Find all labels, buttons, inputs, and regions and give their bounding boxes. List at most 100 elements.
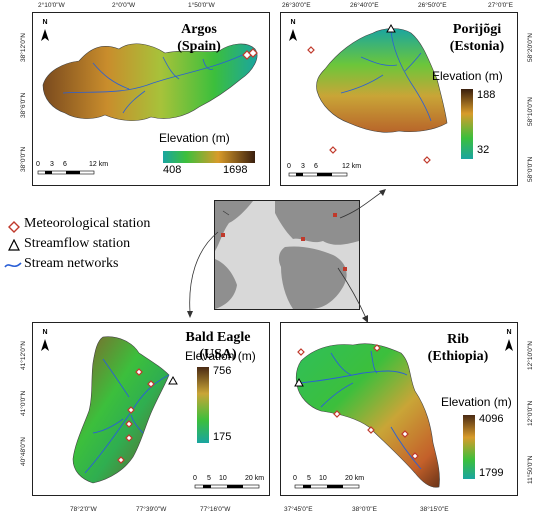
porijogi-top-tick-2: 26°40'0"E — [350, 2, 379, 9]
legend-met-station-icon — [8, 221, 20, 233]
porijogi-elevation-max: 188 — [477, 89, 496, 101]
porijogi-scale-bar — [288, 172, 348, 177]
met-station-marker — [423, 156, 431, 164]
argos-map-panel: N Argos (Spain) Elevation (m) 408 1698 0… — [32, 12, 270, 186]
rib-title-line1: Rib — [447, 332, 469, 347]
legend-streamflow-station-icon — [8, 239, 20, 251]
rib-elevation-bar — [463, 415, 475, 479]
argos-scale-3: 3 — [50, 161, 54, 168]
north-arrow-icon — [289, 29, 297, 41]
bald-eagle-scale-5: 5 — [207, 475, 211, 482]
bald-eagle-bottom-tick-3: 77°16'0"W — [200, 506, 231, 513]
argos-left-tick-3: 38°0'0"N — [20, 146, 27, 172]
porijogi-streams — [340, 30, 432, 122]
argos-elevation-max: 1698 — [223, 164, 248, 176]
met-station-marker — [117, 456, 125, 464]
bald-eagle-map-panel: N Bald Eagle (USA) Elevation (m) 756 175… — [32, 322, 270, 496]
met-station-marker — [307, 46, 315, 54]
bald-eagle-bottom-tick-2: 77°39'0"W — [136, 506, 167, 513]
world-locator-map — [214, 200, 360, 310]
rib-scale-20: 20 km — [345, 475, 365, 482]
met-station-marker — [125, 420, 133, 428]
rib-right-tick-3: 11°50'0"N — [527, 455, 534, 484]
legend-met-station-label: Meteorological station — [24, 216, 151, 231]
porijogi-map — [288, 23, 473, 177]
porijogi-scale-0: 0 — [287, 163, 291, 170]
rib-basin — [295, 343, 440, 488]
locator-land — [215, 259, 237, 309]
locator-land — [275, 201, 359, 245]
porijogi-top-tick-3: 26°50'0"E — [418, 2, 447, 9]
porijogi-elevation-title: Elevation (m) — [432, 69, 503, 83]
north-arrow-icon — [41, 29, 49, 41]
argos-streams — [62, 52, 248, 114]
argos-top-tick-1: 2°10'0"W — [38, 2, 65, 9]
met-station-marker — [127, 406, 135, 414]
rib-elevation-min: 1799 — [479, 467, 504, 479]
met-station-marker — [373, 344, 381, 352]
argos-basin — [42, 43, 258, 121]
bald-eagle-scale-10: 10 — [219, 475, 227, 482]
argos-left-tick-1: 38°12'0"N — [20, 33, 27, 62]
argos-elevation-bar — [163, 151, 255, 163]
argos-scale-bar — [37, 170, 95, 175]
met-station-marker — [248, 48, 258, 58]
rib-scale-bar — [294, 484, 360, 489]
rib-right-tick-2: 12°0'0"N — [527, 400, 534, 426]
argos-elevation-min: 408 — [163, 164, 182, 176]
met-station-marker — [367, 426, 375, 434]
argos-title: Argos (Spain) — [159, 21, 239, 55]
rib-elevation-title: Elevation (m) — [441, 395, 512, 409]
argos-left-tick-2: 38°6'0"N — [20, 92, 27, 118]
rib-map — [294, 339, 513, 489]
argos-top-tick-2: 2°0'0"W — [112, 2, 136, 9]
met-station-marker — [333, 410, 341, 418]
argos-scale-12: 12 km — [89, 161, 109, 168]
met-station-marker — [135, 368, 143, 376]
rib-bottom-tick-1: 37°45'0"E — [284, 506, 313, 513]
locator-land — [278, 246, 347, 309]
locator-marker — [333, 213, 337, 217]
legend-streamflow-station-label: Streamflow station — [24, 236, 131, 251]
porijogi-title: Porijõgi (Estonia) — [437, 21, 517, 55]
argos-map — [37, 29, 258, 175]
bald-eagle-scale-0: 0 — [193, 475, 197, 482]
porijogi-elevation-min: 32 — [477, 144, 490, 156]
north-arrow-icon — [41, 339, 49, 351]
locator-arrow — [222, 210, 230, 216]
porijogi-right-tick-2: 58°10'0"N — [527, 97, 534, 126]
met-station-marker — [411, 452, 419, 460]
bald-eagle-left-tick-1: 41°12'0"N — [20, 341, 27, 370]
bald-eagle-streams — [84, 358, 170, 474]
porijogi-right-tick-3: 58°0'0"N — [527, 156, 534, 182]
porijogi-basin — [316, 28, 448, 133]
rib-scale-0: 0 — [293, 475, 297, 482]
rib-right-tick-1: 12°10'0"N — [527, 341, 534, 370]
bald-eagle-bottom-tick-1: 78°2'0"W — [70, 506, 97, 513]
porijogi-top-tick-1: 26°30'0"E — [282, 2, 311, 9]
north-label: N — [42, 19, 48, 26]
bald-eagle-title-line1: Bald Eagle — [185, 330, 251, 345]
bald-eagle-elevation-bar — [197, 367, 209, 443]
argos-title-line2: (Spain) — [177, 39, 221, 54]
rib-bottom-tick-3: 38°15'0"E — [420, 506, 449, 513]
rib-scale-5: 5 — [307, 475, 311, 482]
argos-scale-6: 6 — [63, 161, 67, 168]
north-label: N — [506, 329, 512, 336]
locator-marker — [343, 267, 347, 271]
met-station-marker — [401, 430, 409, 438]
met-station-marker — [147, 380, 155, 388]
legend-stream-network-icon — [4, 262, 22, 268]
porijogi-title-line2: (Estonia) — [449, 39, 505, 54]
streamflow-station-marker — [386, 23, 396, 33]
bald-eagle-elevation-min: 175 — [213, 431, 232, 443]
argos-elevation-title: Elevation (m) — [159, 131, 230, 145]
bald-eagle-scale-20: 20 km — [245, 475, 265, 482]
porijogi-title-line1: Porijõgi — [452, 22, 502, 37]
met-station-marker — [125, 434, 133, 442]
bald-eagle-scale-bar — [194, 484, 260, 489]
rib-title: Rib (Ethiopia) — [413, 331, 503, 365]
north-arrow-icon — [505, 339, 513, 351]
porijogi-scale-6: 6 — [314, 163, 318, 170]
porijogi-map-panel: N Porijõgi (Estonia) Elevation (m) 188 3… — [280, 12, 518, 186]
